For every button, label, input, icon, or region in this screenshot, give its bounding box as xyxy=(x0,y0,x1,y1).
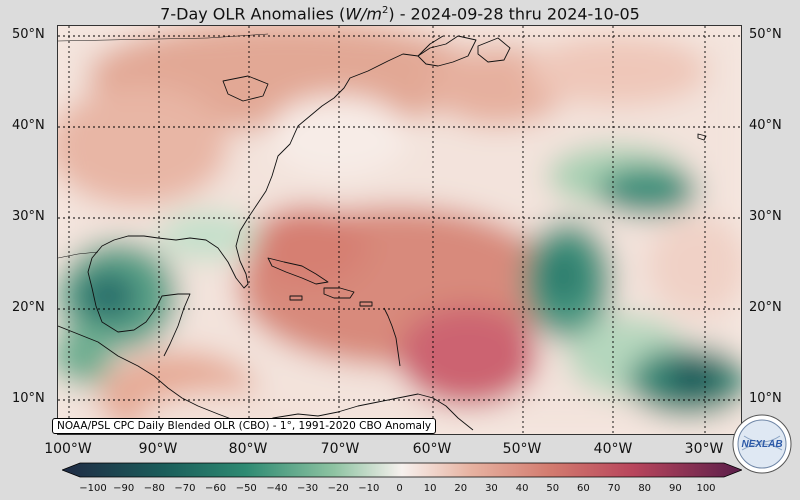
lon-label-40w: 40°W xyxy=(593,441,633,457)
colorbar-tick-label: −90 xyxy=(113,483,135,494)
data-source-caption: NOAA/PSL CPC Daily Blended OLR (CBO) - 1… xyxy=(52,418,437,434)
borders xyxy=(58,33,269,259)
azores xyxy=(697,133,707,141)
anomaly-field xyxy=(58,26,741,434)
lat-label-50n-left: 50°N xyxy=(12,27,45,42)
lesser-antilles xyxy=(383,307,401,367)
colorbar-tick-label: 20 xyxy=(454,483,468,494)
lon-label-60w: 60°W xyxy=(412,441,452,457)
lat-label-50n-right: 50°N xyxy=(749,27,782,42)
canada-maritimes xyxy=(417,35,477,67)
colorbar-tick-label: 50 xyxy=(546,483,560,494)
lon-label-50w: 50°W xyxy=(502,441,542,457)
lon-label-30w: 30°W xyxy=(684,441,724,457)
olr-anomaly-map xyxy=(57,25,742,435)
lon-label-70w: 70°W xyxy=(320,441,360,457)
jamaica xyxy=(289,295,303,301)
nexlab-logo: NEXLAB xyxy=(732,414,792,474)
colorbar-tick-label: −50 xyxy=(235,483,257,494)
colorbar-tick-label: 0 xyxy=(396,483,403,494)
puerto-rico xyxy=(359,301,373,307)
colorbar-tick-label: 80 xyxy=(638,483,652,494)
colorbar-tick-label: −70 xyxy=(174,483,196,494)
lat-label-40n-left: 40°N xyxy=(12,118,45,133)
map-canvas xyxy=(58,26,741,434)
cuba xyxy=(267,257,329,285)
lat-label-20n-right: 20°N xyxy=(749,300,782,315)
great-lakes xyxy=(222,75,269,102)
hispaniola xyxy=(323,287,355,299)
colorbar-tick-label: −40 xyxy=(266,483,288,494)
colorbar xyxy=(62,462,742,478)
lat-label-10n-right: 10°N xyxy=(749,391,782,406)
colorbar-tick-label: 30 xyxy=(485,483,498,494)
colorbar-tick-label: −100 xyxy=(79,483,107,494)
lat-label-40n-right: 40°N xyxy=(749,118,782,133)
coastlines xyxy=(58,35,707,434)
colorbar-tick-label: 40 xyxy=(515,483,529,494)
colorbar-tick-label: −30 xyxy=(296,483,319,494)
colorbar-tick-label: 90 xyxy=(668,483,682,494)
colorbar-tick-label: 60 xyxy=(577,483,590,494)
lat-label-10n-left: 10°N xyxy=(12,391,45,406)
colorbar-tick-label: 10 xyxy=(423,483,437,494)
colorbar-tick-label: −10 xyxy=(358,483,380,494)
lon-label-90w: 90°W xyxy=(138,441,178,457)
newfoundland xyxy=(477,37,511,63)
map-title: 7-Day OLR Anomalies (W/m2) - 2024-09-28 … xyxy=(160,4,640,24)
lat-label-30n-left: 30°N xyxy=(12,209,45,224)
lon-label-100w: 100°W xyxy=(44,441,92,457)
colorbar-tick-label: 100 xyxy=(696,483,716,494)
lat-label-30n-right: 30°N xyxy=(749,209,782,224)
colorbar-tick-label: −20 xyxy=(327,483,349,494)
colorbar-tick-label: −80 xyxy=(143,483,165,494)
south-america-coast xyxy=(247,393,474,431)
logo-text: NEXLAB xyxy=(741,439,782,450)
lon-label-80w: 80°W xyxy=(228,441,268,457)
lat-label-20n-left: 20°N xyxy=(12,300,45,315)
gridlines xyxy=(58,26,741,434)
colorbar-tick-label: −60 xyxy=(205,483,227,494)
colorbar-tick-label: 70 xyxy=(607,483,621,494)
us-east-coast xyxy=(87,35,444,357)
